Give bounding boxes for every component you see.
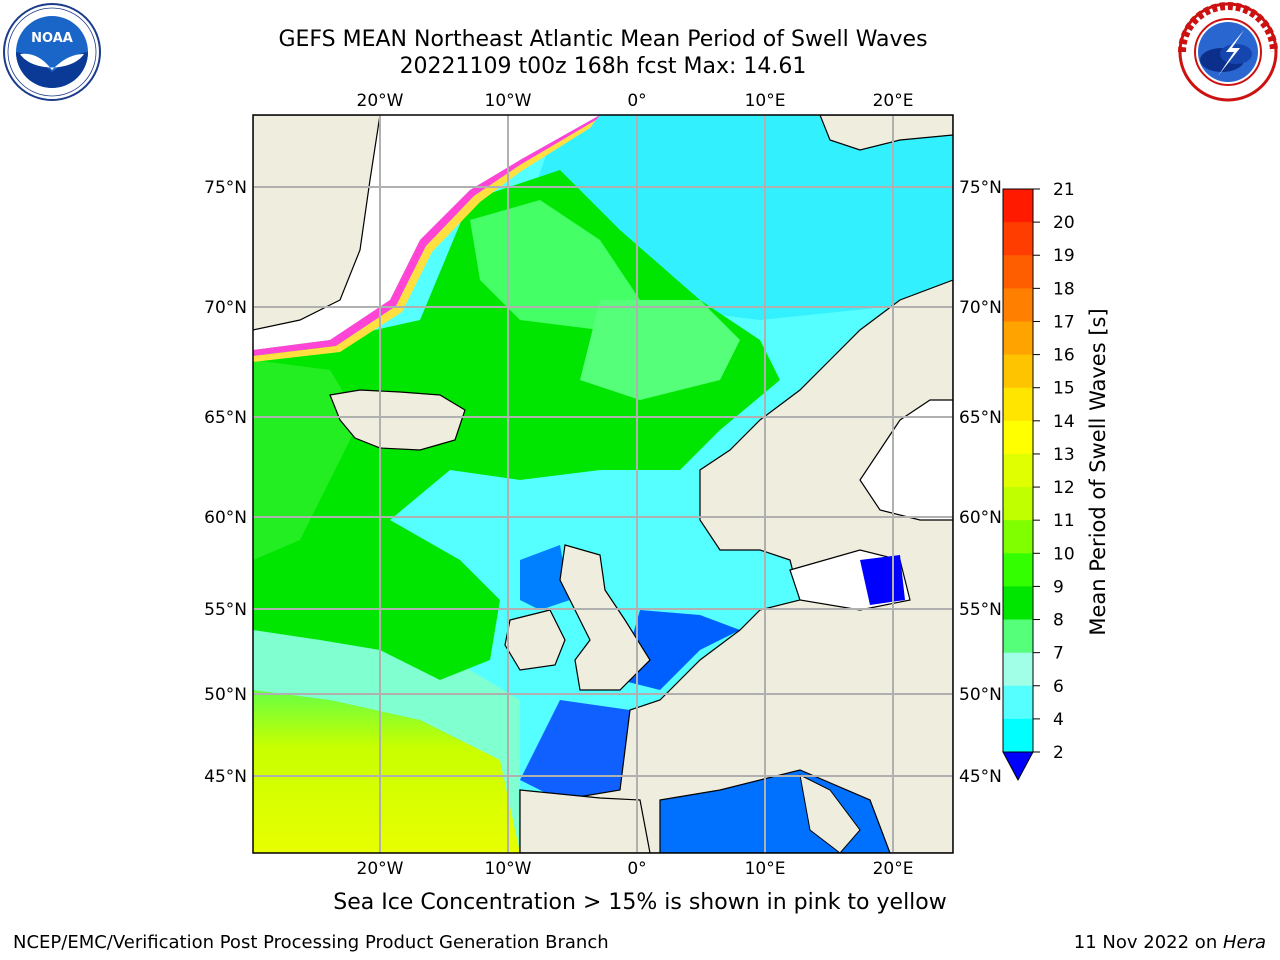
footer-credit: NCEP/EMC/Verification Post Processing Pr… <box>13 932 609 953</box>
national-weather-service-logo-icon <box>1178 2 1278 102</box>
colorbar-swatch <box>1003 354 1033 389</box>
lon-label-bottom-10w: 10°W <box>485 859 532 879</box>
colorbar-extend-arrow <box>1002 751 1034 782</box>
lat-label-right-50n: 50°N <box>959 685 1002 705</box>
land-italy <box>799 774 861 853</box>
colorbar-tick-label: 21 <box>1053 180 1075 200</box>
colorbar-tick-label: 12 <box>1053 478 1075 498</box>
colorbar-tick-label: 16 <box>1053 346 1075 366</box>
lat-label-left-65n: 65°N <box>204 408 247 428</box>
colorbar-swatch <box>1003 652 1033 687</box>
swell-band-pale-green <box>580 300 740 400</box>
colorbar-frame <box>1002 188 1034 753</box>
land-svalbard <box>819 115 953 151</box>
footer-host: Hera <box>1222 932 1266 953</box>
colorbar-swatch <box>1003 685 1033 720</box>
swell-zone-south <box>253 690 520 853</box>
lat-label-left-50n: 50°N <box>204 685 247 705</box>
colorbar-swatch <box>1003 553 1033 587</box>
colorbar-tick-label: 7 <box>1053 644 1064 664</box>
low-period-zone-1 <box>520 545 570 610</box>
footer-date: 11 Nov 2022 on Hera <box>1074 932 1266 953</box>
colorbar-label: Mean Period of Swell Waves [s] <box>1086 308 1110 635</box>
colorbar-swatch <box>1003 487 1033 521</box>
sea-ice-yellow <box>253 120 596 362</box>
colorbar-tick-label: 4 <box>1053 710 1064 730</box>
lon-label-bottom-20w: 20°W <box>357 859 404 879</box>
colorbar-tick-label: 17 <box>1053 312 1075 332</box>
land-iberia <box>519 789 651 853</box>
lat-label-right-60n: 60°N <box>959 508 1002 528</box>
sea-ice-pink <box>253 115 600 356</box>
colorbar-tick-label: 10 <box>1053 544 1075 564</box>
lon-label-top-10e: 10°E <box>745 91 786 111</box>
lat-labels-left: 75°N 70°N 65°N 60°N 55°N 50°N 45°N <box>204 178 247 787</box>
sea-ice-caption: Sea Ice Concentration > 15% is shown in … <box>333 890 947 915</box>
colorbar-swatch <box>1003 189 1033 223</box>
colorbar-tick-label: 15 <box>1053 379 1075 399</box>
lon-labels-top: 20°W 10°W 0° 10°E 20°E <box>357 91 914 111</box>
colorbar-swatch <box>1003 387 1033 422</box>
colorbar-tick-label: 11 <box>1053 511 1075 531</box>
noaa-logo-icon: NOAA <box>3 3 101 101</box>
colorbar-swatch <box>1003 453 1033 488</box>
land-great-britain <box>559 544 651 691</box>
colorbar-swatch <box>1003 222 1033 256</box>
colorbar-tick-label: 6 <box>1053 677 1064 697</box>
lon-label-top-10w: 10°W <box>485 91 532 111</box>
lon-label-top-0: 0° <box>627 91 646 111</box>
map-frame <box>252 114 954 854</box>
lat-label-right-65n: 65°N <box>959 408 1002 428</box>
colorbar-tick-label: 14 <box>1053 412 1075 432</box>
lon-labels-bottom: 20°W 10°W 0° 10°E 20°E <box>357 859 914 879</box>
lat-label-left-45n: 45°N <box>204 767 247 787</box>
lat-label-right-70n: 70°N <box>959 298 1002 318</box>
colorbar-swatch <box>1003 255 1033 289</box>
lon-label-bottom-0: 0° <box>627 859 646 879</box>
chart-title: GEFS MEAN Northeast Atlantic Mean Period… <box>278 27 928 52</box>
colorbar-swatch <box>1003 718 1033 753</box>
colorbar-swatch <box>1003 288 1033 322</box>
colorbar-tick-labels: 21 20 19 18 17 16 15 14 13 12 11 10 9 8 7 6 4 2 <box>1033 180 1075 763</box>
lat-label-left-60n: 60°N <box>204 508 247 528</box>
colorbar-tick-label: 8 <box>1053 611 1064 631</box>
colorbar-tick-label: 9 <box>1053 577 1064 597</box>
swell-band-green <box>253 170 780 680</box>
colorbar-tick-label: 19 <box>1053 246 1075 266</box>
lat-label-right-75n: 75°N <box>959 178 1002 198</box>
colorbar-tick-label: 13 <box>1053 445 1075 465</box>
low-period-zone-2 <box>620 610 740 690</box>
lat-label-right-45n: 45°N <box>959 767 1002 787</box>
swell-band-light-green <box>470 200 640 330</box>
lon-label-bottom-10e: 10°E <box>745 859 786 879</box>
colorbar-swatch <box>1003 619 1033 654</box>
colorbar-swatch <box>1003 420 1033 455</box>
colorbar-swatch <box>1003 321 1033 356</box>
lat-labels-right: 75°N 70°N 65°N 60°N 55°N 50°N 45°N <box>959 178 1002 787</box>
lat-label-right-55n: 55°N <box>959 600 1002 620</box>
colorbar-tick-label: 2 <box>1053 743 1064 763</box>
land-greenland <box>253 115 381 331</box>
noaa-logo-text: NOAA <box>31 31 73 46</box>
colorbar-tick-label: 20 <box>1053 213 1075 233</box>
colorbar-tick-label: 18 <box>1053 279 1075 299</box>
lat-label-left-70n: 70°N <box>204 298 247 318</box>
colorbar-swatch <box>1003 520 1033 554</box>
lon-label-top-20w: 20°W <box>357 91 404 111</box>
colorbar-swatch <box>1003 586 1033 621</box>
chart-subtitle: 20221109 t00z 168h fcst Max: 14.61 <box>399 54 807 79</box>
lat-label-left-55n: 55°N <box>204 600 247 620</box>
colorbar: 21 20 19 18 17 16 15 14 13 12 11 10 9 8 7 6 4 2 Mean Peri… <box>1002 180 1110 782</box>
swell-band-green-2 <box>253 360 360 560</box>
map-area <box>253 115 953 853</box>
lon-label-bottom-20e: 20°E <box>873 859 914 879</box>
map-gridlines <box>253 115 953 853</box>
land-iceland <box>329 389 466 451</box>
lon-label-top-20e: 20°E <box>873 91 914 111</box>
colorbar-swatches <box>1003 189 1033 753</box>
lat-label-left-75n: 75°N <box>204 178 247 198</box>
footer-date-text: 11 Nov 2022 on <box>1073 932 1223 953</box>
baltic-ice <box>859 399 953 521</box>
